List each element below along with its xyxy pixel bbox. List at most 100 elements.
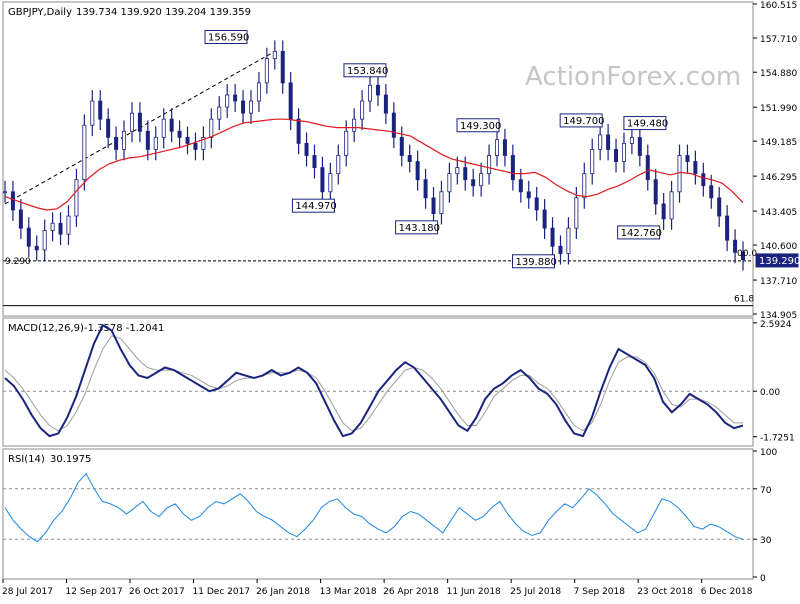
candle-body [280,50,285,84]
macd-signal-line [4,335,743,432]
candles [3,40,746,271]
candle-body [3,191,8,194]
candle-body [725,215,730,241]
swing-label-box [456,118,500,133]
swing-label-box [204,30,248,45]
candle-body [574,197,579,229]
candle-body [431,197,436,214]
candle-body [685,155,690,162]
price-y-tick-label: 154.880 [760,69,797,79]
rsi-lines [4,472,744,543]
macd-panel-frame [2,317,754,447]
candle-body [717,197,722,217]
candle-body [248,100,253,114]
candle-body [18,209,23,229]
swing-label-box [755,253,799,268]
candle-body [288,82,293,120]
candle-body [368,84,373,102]
candle-body [66,215,71,235]
swing-label: 139.880 [515,257,556,268]
price-labels: 156.590 153.840 144.970 143.180 149.300 149.7… [5,30,800,269]
candle-body [415,161,420,181]
candle-body [487,155,492,175]
candle-body [74,179,79,217]
rsi-line [4,472,744,543]
candle-body [733,239,738,253]
candle-body [590,149,595,175]
x-tick-label: 12 Sep 2017 [66,587,123,597]
candle-body [201,136,206,150]
candle-body [399,136,404,156]
swing-label-box [395,220,439,235]
candle-body [479,173,484,187]
candle-body [177,130,182,138]
macd-y-tick-label: 0.00 [760,388,780,398]
candle-body [209,118,214,138]
candle-body [241,100,246,114]
candle-body [701,173,706,187]
candle-body [185,136,190,144]
macd-line [4,323,744,438]
swing-label: 153.840 [347,66,388,77]
x-tick-label: 26 Oct 2017 [129,587,185,597]
candle-body [26,227,31,247]
x-tick-label: 6 Dec 2018 [701,587,753,597]
x-tick-label: 13 Mar 2018 [320,587,377,597]
candle-body [677,155,682,193]
rsi-y-tick-label: 30 [760,536,772,546]
candle-body [669,191,674,220]
candle-body [217,106,222,120]
swing-label-box [511,254,555,269]
candle-body [336,155,341,175]
swing-label: 149.480 [627,119,668,130]
price-y-tick-label: 143.405 [760,208,797,218]
candle-body [129,112,134,132]
candle-body [375,84,380,96]
candle-body [621,142,626,162]
swing-label: 156.590 [208,33,249,44]
macd-axis: 2.5924 0.00 -1.7251 [753,320,795,444]
price-lines [3,40,746,271]
macd-y-tick-label: 2.5924 [760,320,792,330]
rsi-panel-frame [2,448,754,580]
swing-label: 143.180 [399,223,440,234]
candle-body [145,130,150,150]
candle-body [225,94,230,108]
edge-label-left: 9.290 [5,257,31,267]
candle-body [137,112,142,132]
fib-label: 61.8 [734,295,754,305]
candle-body [558,245,563,254]
candle-body [383,94,388,114]
candle-body [296,118,301,144]
price-y-tick-label: 157.710 [760,35,797,45]
rsi-values: 30.1975 [50,454,91,465]
candle-body [122,130,127,150]
chart-ohlc: 139.734 139.920 139.204 139.359 [76,7,251,18]
swing-label-box [291,198,335,213]
price-panel-frame [2,1,754,317]
candle-body [320,167,325,193]
price-axis: 160.515 157.710 154.880 151.990 149.185 146.2… [753,1,797,321]
candle-body [90,100,95,126]
candle-body [661,203,666,220]
x-tick-label: 25 Jul 2018 [510,587,561,597]
candle-body [741,251,746,260]
price-y-tick-label: 160.515 [760,1,797,11]
candle-body [439,191,444,214]
candle-body [233,94,238,102]
candle-body [98,100,103,120]
candle-body [598,134,603,150]
macd-panel: MACD(12,26,9) -1.3578 -1.2041 2.5924 0.00… [2,317,795,447]
x-tick-label: 28 Jul 2017 [2,587,53,597]
swing-label: 149.700 [563,116,604,127]
rsi-axis: 100 70 30 0 [753,448,777,584]
macd-title: MACD(12,26,9) [8,323,84,334]
candle-body [534,197,539,211]
candle-body [526,191,531,199]
candle-body [161,118,166,138]
candle-body [82,124,87,181]
candle-body [153,136,158,150]
macd-lines [4,323,744,438]
candle-body [304,142,309,156]
price-y-tick-label: 151.990 [760,104,797,114]
